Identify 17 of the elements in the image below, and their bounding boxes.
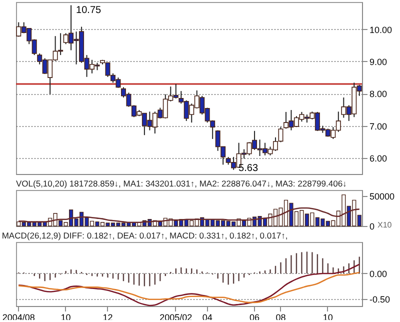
annotation: 10.75 <box>76 5 102 16</box>
y-tick-label: 10.00 <box>370 24 392 35</box>
annotation: 5.63 <box>238 162 258 174</box>
line-series <box>18 272 360 304</box>
y-tick-label: 6.00 <box>370 153 388 164</box>
y-tick-label: 50000 <box>370 192 395 202</box>
y-tick-label: 8.00 <box>370 89 388 100</box>
line-series <box>18 264 360 306</box>
y-tick-label: 9.00 <box>370 56 388 67</box>
y-tick-label: 0.00 <box>370 268 388 279</box>
line-series <box>18 207 360 224</box>
y-axis-title: X10 <box>378 220 392 230</box>
y-tick-label: 0 <box>370 222 375 232</box>
y-tick-label: -0.50 <box>370 294 390 304</box>
y-tick-label: 7.00 <box>370 121 388 132</box>
chart-title: VOL(5,10,20) 181728.859↓, MA1: 343201.031↑, MA2: 228876.047↓, MA3: 228799.406↓ <box>16 178 347 188</box>
chart-title: MACD(26,12,9) DIFF: 0.182↑, DEA: 0.017↑, MACD: 0.331↑, 0.182↑, 0.017↑, <box>2 230 288 240</box>
